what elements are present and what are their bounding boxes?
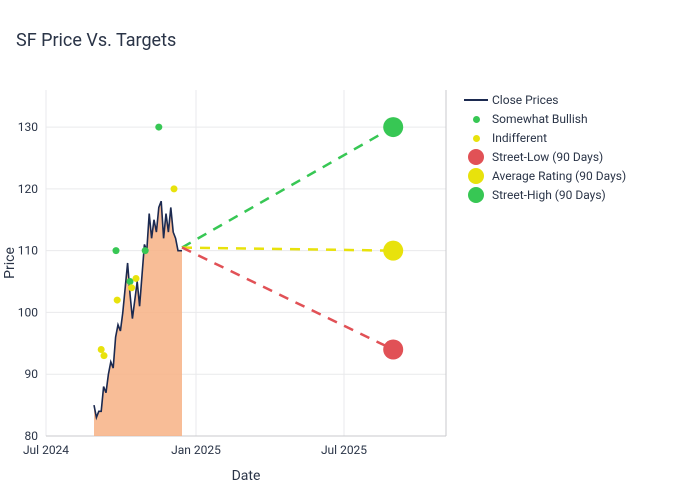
legend-swatch [462, 150, 490, 164]
legend-swatch [462, 188, 490, 202]
legend-dot-icon [473, 116, 480, 123]
scatter-indifferent [101, 352, 108, 359]
scatter-indifferent [171, 185, 178, 192]
legend-item: Street-Low (90 Days) [462, 147, 626, 167]
legend-dot-icon [468, 149, 484, 165]
svg-text:80: 80 [25, 429, 39, 443]
legend-swatch [462, 112, 490, 126]
legend-dot-icon [468, 168, 484, 184]
y-axis-label: Price [2, 247, 18, 279]
plot-svg: 80 90 100 110 120 130 Jul 2024 Jan 2025 Jul 2025… [0, 0, 700, 500]
legend-item: Somewhat Bullish [462, 109, 626, 129]
scatter-indifferent [133, 275, 140, 282]
legend-label: Indifferent [490, 131, 547, 145]
scatter-bullish [155, 124, 162, 131]
legend-label: Average Rating (90 Days) [490, 169, 626, 183]
x-axis-label: Date [232, 468, 261, 484]
legend-label: Street-Low (90 Days) [490, 150, 603, 164]
legend-swatch [462, 93, 490, 107]
legend-item: Street-High (90 Days) [462, 185, 626, 205]
scatter-indifferent [98, 346, 105, 353]
svg-text:Jul 2024: Jul 2024 [23, 443, 69, 457]
legend-item: Indifferent [462, 128, 626, 148]
target-line [182, 248, 393, 350]
svg-text:120: 120 [18, 182, 38, 196]
legend-swatch [462, 169, 490, 183]
legend-dot-icon [473, 135, 480, 142]
legend-dot-icon [468, 187, 484, 203]
svg-text:100: 100 [18, 305, 38, 319]
svg-text:90: 90 [25, 367, 39, 381]
target-marker [383, 117, 403, 137]
svg-text:Jan 2025: Jan 2025 [171, 443, 221, 457]
legend-label: Street-High (90 Days) [490, 188, 606, 202]
scatter-bullish [127, 278, 134, 285]
target-marker [383, 241, 403, 261]
svg-text:110: 110 [18, 244, 38, 258]
legend-item: Average Rating (90 Days) [462, 166, 626, 186]
scatter-indifferent [128, 284, 135, 291]
target-line [182, 127, 393, 247]
legend-label: Close Prices [490, 93, 559, 107]
legend: Close Prices Somewhat Bullish Indifferent S… [462, 90, 626, 204]
legend-item: Close Prices [462, 90, 626, 110]
svg-text:130: 130 [18, 120, 38, 134]
chart-container: SF Price Vs. Targets 8090100110120130Jul… [0, 0, 700, 500]
target-marker [383, 340, 403, 360]
scatter-bullish [113, 247, 120, 254]
close-area [94, 201, 182, 436]
scatter-indifferent [114, 297, 121, 304]
legend-swatch [462, 131, 490, 145]
svg-text:Jul 2025: Jul 2025 [321, 443, 367, 457]
legend-line-icon [464, 99, 488, 101]
legend-label: Somewhat Bullish [490, 112, 588, 126]
scatter-bullish [142, 247, 149, 254]
